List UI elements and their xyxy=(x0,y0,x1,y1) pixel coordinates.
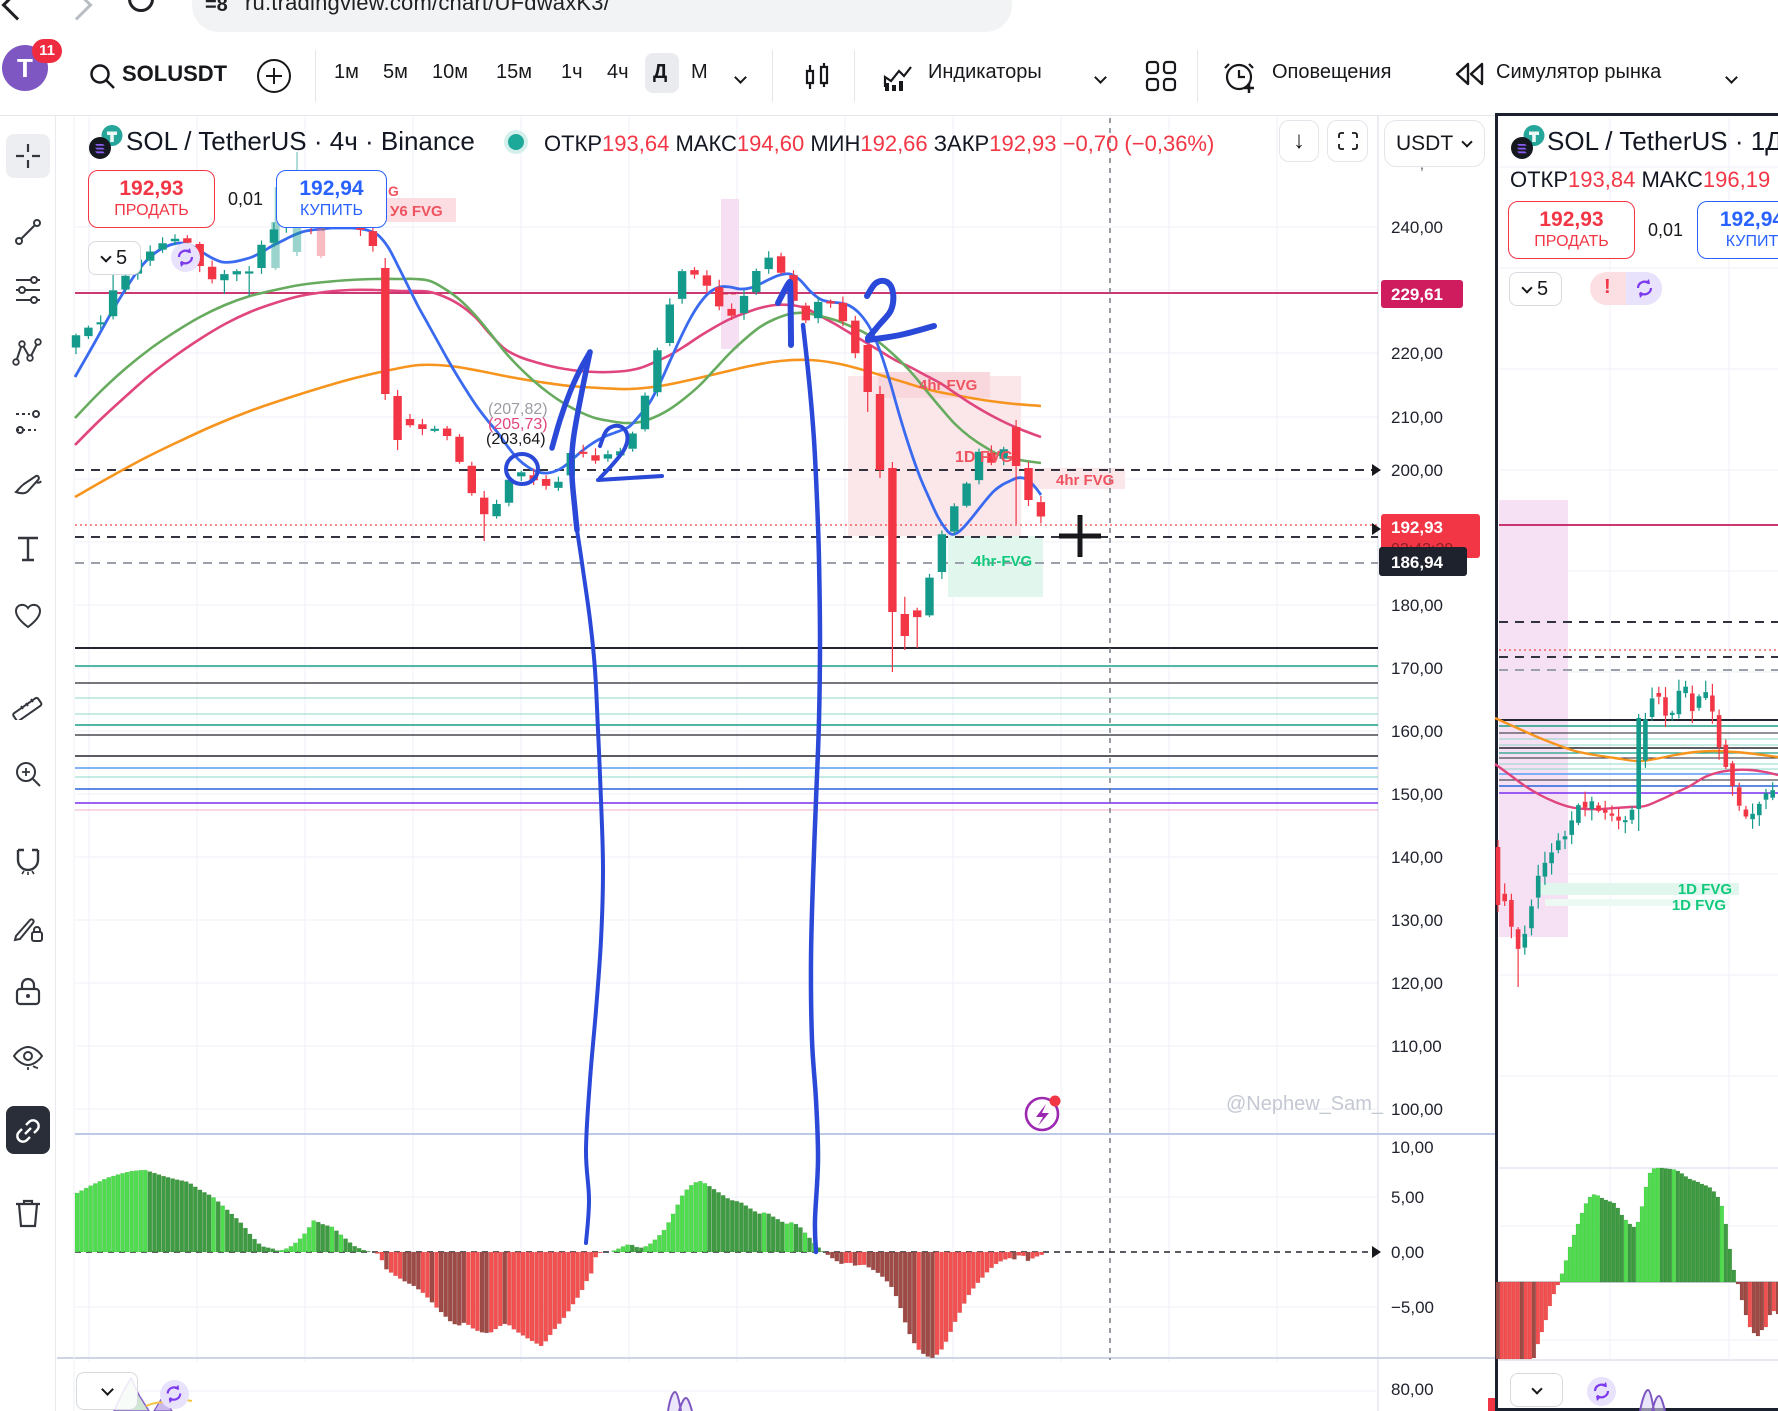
svg-text:(203,64): (203,64) xyxy=(486,431,546,448)
svg-text:@Nephew_Sam_: @Nephew_Sam_ xyxy=(1226,1093,1384,1115)
svg-text:(205,73): (205,73) xyxy=(488,416,548,433)
svg-text:(207,82): (207,82) xyxy=(488,401,548,418)
svg-text:100,00: 100,00 xyxy=(1391,1100,1443,1119)
svg-text:130,00: 130,00 xyxy=(1391,911,1443,930)
svg-text:186,94: 186,94 xyxy=(1391,553,1444,572)
svg-text:1D FVG: 1D FVG xyxy=(1678,881,1732,898)
svg-text:220,00: 220,00 xyxy=(1391,344,1443,363)
svg-text:150,00: 150,00 xyxy=(1391,785,1443,804)
svg-text:200,00: 200,00 xyxy=(1391,461,1443,480)
svg-text:1D FVG: 1D FVG xyxy=(1672,897,1726,914)
svg-text:229,61: 229,61 xyxy=(1391,285,1443,304)
svg-text:У6 FVG: У6 FVG xyxy=(390,203,443,220)
svg-text:1D FVG: 1D FVG xyxy=(955,449,1013,466)
svg-text:160,00: 160,00 xyxy=(1391,722,1443,741)
svg-text:4hr-FVG: 4hr-FVG xyxy=(973,553,1032,570)
svg-text:G: G xyxy=(388,183,399,199)
svg-text:10,00: 10,00 xyxy=(1391,1138,1434,1157)
svg-text:170,00: 170,00 xyxy=(1391,659,1443,678)
svg-text:80,00: 80,00 xyxy=(1391,1380,1434,1399)
svg-text:140,00: 140,00 xyxy=(1391,848,1443,867)
svg-text:120,00: 120,00 xyxy=(1391,974,1443,993)
svg-text:−5,00: −5,00 xyxy=(1391,1298,1434,1317)
svg-text:110,00: 110,00 xyxy=(1391,1037,1442,1056)
svg-text:210,00: 210,00 xyxy=(1391,408,1443,427)
svg-text:4hr FVG: 4hr FVG xyxy=(919,377,977,394)
svg-text:0,00: 0,00 xyxy=(1391,1243,1424,1262)
svg-text:192,93: 192,93 xyxy=(1391,518,1443,537)
svg-text:180,00: 180,00 xyxy=(1391,596,1443,615)
svg-text:5,00: 5,00 xyxy=(1391,1188,1424,1207)
svg-text:4hr FVG: 4hr FVG xyxy=(1056,472,1114,489)
svg-text:240,00: 240,00 xyxy=(1391,218,1443,237)
